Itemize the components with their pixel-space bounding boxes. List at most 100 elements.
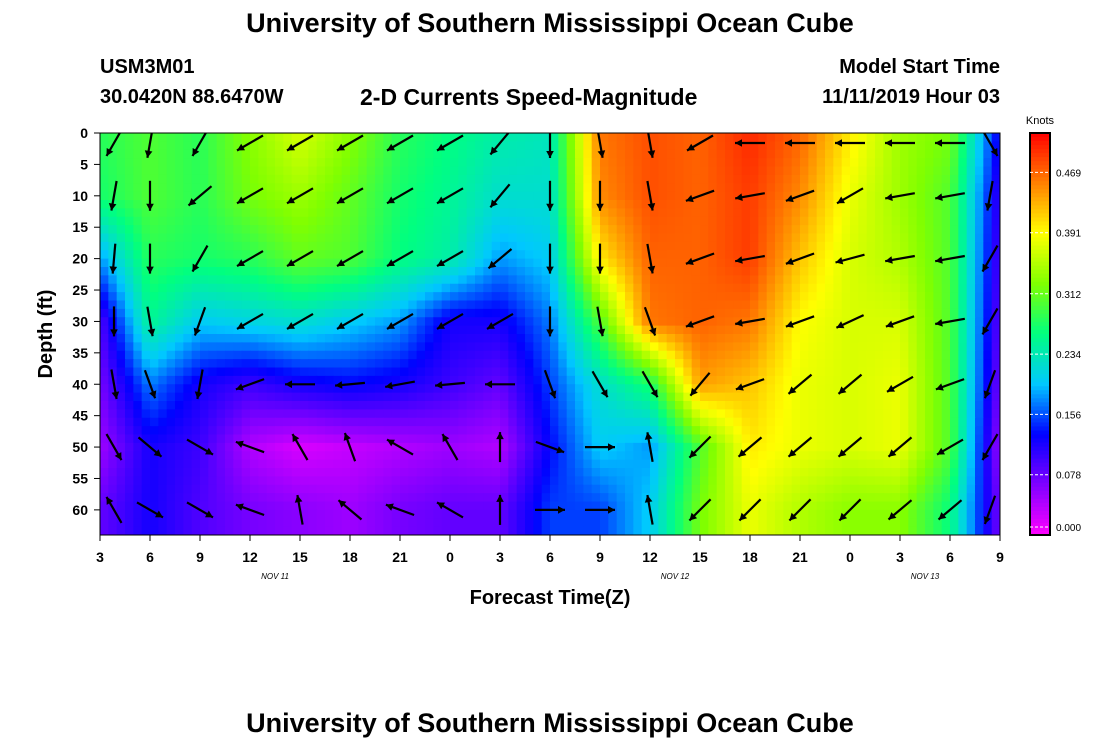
heatmap-cell: [558, 501, 568, 511]
heatmap-cell: [425, 191, 434, 201]
heatmap-cell: [391, 166, 401, 176]
heatmap-cell: [358, 325, 368, 335]
heatmap-cell: [683, 174, 693, 184]
heatmap-cell: [150, 191, 159, 201]
heatmap-cell: [716, 401, 726, 410]
heatmap-cell: [291, 442, 301, 452]
heatmap-cell: [366, 149, 376, 159]
heatmap-cell: [358, 476, 368, 486]
heatmap-cell: [458, 334, 468, 343]
heatmap-cell: [100, 442, 109, 452]
heatmap-cell: [216, 509, 226, 519]
heatmap-cell: [991, 442, 1000, 452]
heatmap-cell: [883, 208, 893, 218]
heatmap-cell: [683, 292, 693, 302]
heatmap-cell: [691, 426, 701, 436]
heatmap-cell: [133, 308, 143, 318]
heatmap-cell: [150, 149, 159, 159]
heatmap-cell: [883, 342, 893, 352]
heatmap-cell: [758, 334, 768, 343]
heatmap-cell: [225, 325, 234, 335]
heatmap-cell: [508, 434, 518, 444]
heatmap-cell: [458, 208, 468, 218]
heatmap-cell: [716, 426, 726, 436]
heatmap-cell: [633, 417, 643, 427]
heatmap-cell: [175, 200, 184, 209]
heatmap-cell: [791, 392, 801, 402]
heatmap-cell: [375, 283, 384, 293]
heatmap-cell: [116, 468, 126, 477]
heatmap-cell: [391, 317, 401, 327]
heatmap-cell: [250, 216, 259, 226]
heatmap-cell: [575, 342, 584, 352]
heatmap-cell: [233, 451, 243, 461]
heatmap-cell: [416, 317, 426, 327]
heatmap-cell: [608, 417, 618, 427]
heatmap-cell: [833, 225, 843, 235]
heatmap-cell: [616, 141, 626, 151]
heatmap-cell: [975, 133, 984, 142]
heatmap-cell: [458, 468, 468, 477]
heatmap-cell: [375, 509, 384, 519]
heatmap-cell: [158, 334, 168, 343]
heatmap-cell: [816, 308, 826, 318]
heatmap-cell: [158, 384, 168, 394]
heatmap-cell: [658, 233, 668, 243]
heatmap-cell: [875, 208, 884, 218]
heatmap-cell: [650, 426, 659, 436]
heatmap-cell: [175, 267, 184, 276]
heatmap-cell: [900, 258, 909, 268]
heatmap-cell: [933, 174, 943, 184]
heatmap-cell: [750, 283, 759, 293]
heatmap-cell: [350, 459, 359, 469]
heatmap-cell: [283, 258, 293, 268]
heatmap-cell: [741, 183, 751, 193]
heatmap-cell: [600, 149, 609, 159]
heatmap-cell: [816, 451, 826, 461]
heatmap-cell: [550, 208, 559, 218]
heatmap-cell: [691, 468, 701, 477]
heatmap-cell: [950, 317, 959, 327]
heatmap-cell: [416, 417, 426, 427]
heatmap-cell: [358, 250, 368, 260]
heatmap-cell: [225, 233, 234, 243]
heatmap-cell: [166, 375, 176, 385]
heatmap-cell: [983, 174, 993, 184]
heatmap-cell: [425, 258, 434, 268]
heatmap-cell: [383, 350, 393, 360]
heatmap-cell: [483, 308, 493, 318]
heatmap-cell: [183, 283, 193, 293]
heatmap-cell: [500, 275, 509, 285]
heatmap-cell: [416, 308, 426, 318]
heatmap-cell: [216, 442, 226, 452]
heatmap-cell: [675, 141, 684, 151]
heatmap-cell: [508, 342, 518, 352]
heatmap-cell: [641, 200, 651, 209]
heatmap-cell: [475, 442, 484, 452]
heatmap-cell: [758, 241, 768, 251]
heatmap-cell: [775, 409, 784, 419]
heatmap-cell: [758, 300, 768, 310]
heatmap-cell: [425, 250, 434, 260]
heatmap-cell: [183, 225, 193, 235]
heatmap-cell: [516, 166, 526, 176]
heatmap-cell: [708, 350, 718, 360]
heatmap-cell: [125, 359, 134, 369]
heatmap-cell: [225, 208, 234, 218]
heatmap-cell: [291, 275, 301, 285]
heatmap-cell: [608, 493, 618, 503]
heatmap-cell: [958, 275, 968, 285]
heatmap-cell: [900, 484, 909, 494]
heatmap-cell: [733, 509, 743, 519]
heatmap-cell: [525, 417, 534, 427]
heatmap-cell: [675, 200, 684, 209]
heatmap-cell: [475, 141, 484, 151]
heatmap-cell: [966, 308, 976, 318]
heatmap-cell: [966, 342, 976, 352]
heatmap-cell: [666, 417, 676, 427]
heatmap-cell: [216, 141, 226, 151]
heatmap-cell: [941, 409, 951, 419]
heatmap-cell: [991, 359, 1000, 369]
heatmap-cell: [800, 367, 809, 377]
heatmap-cell: [266, 468, 276, 477]
